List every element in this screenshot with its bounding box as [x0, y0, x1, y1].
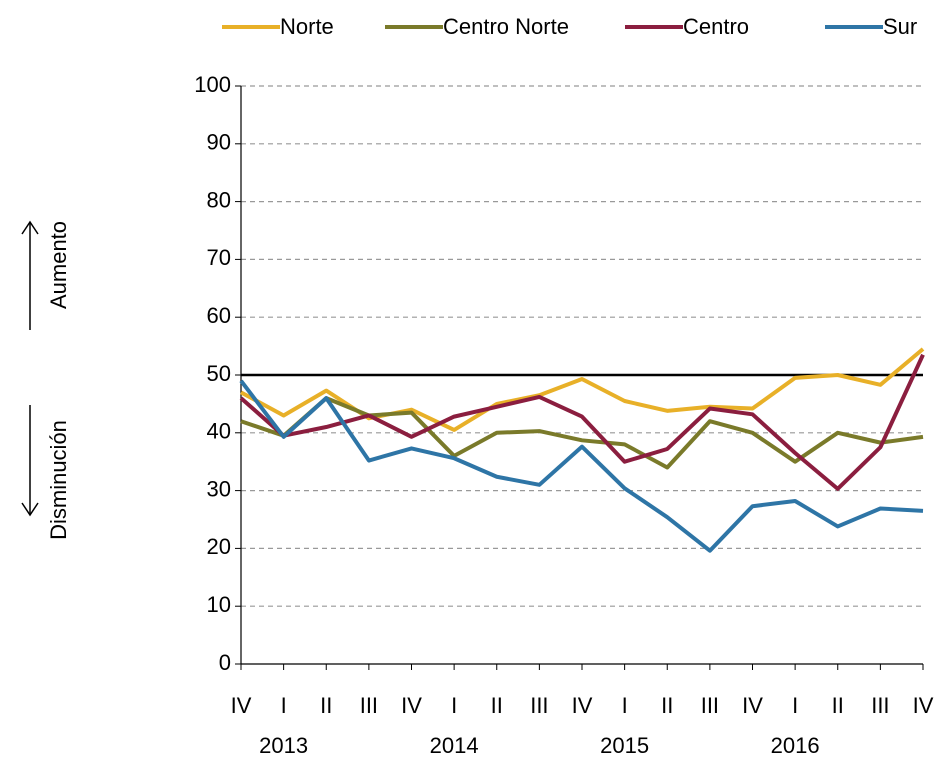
x-tick-label: I: [792, 693, 798, 718]
x-tick-label: IV: [742, 693, 763, 718]
x-tick-label: I: [281, 693, 287, 718]
annotation-down: [21, 405, 39, 517]
x-tick-label: II: [320, 693, 332, 718]
y-tick-label: 60: [207, 303, 231, 328]
x-tick-label: II: [661, 693, 673, 718]
y-tick-label: 20: [207, 534, 231, 559]
y-tick-label: 10: [207, 592, 231, 617]
series-line: [239, 379, 924, 553]
x-tick-label: II: [491, 693, 503, 718]
x-tick-label: I: [451, 693, 457, 718]
series-line: [239, 353, 925, 491]
year-label: 2015: [600, 733, 649, 758]
x-tick-label: IV: [401, 693, 422, 718]
y-tick-label: 50: [207, 361, 231, 386]
annotation: Aumento: [46, 221, 71, 309]
x-tick-label: III: [530, 693, 548, 718]
year-label: 2013: [259, 733, 308, 758]
year-label: 2014: [430, 733, 479, 758]
x-tick-label: I: [622, 693, 628, 718]
y-tick-label: 30: [207, 476, 231, 501]
x-tick-label: IV: [913, 693, 934, 718]
y-tick-label: 70: [207, 245, 231, 270]
x-tick-label: II: [832, 693, 844, 718]
x-tick-label: III: [360, 693, 378, 718]
y-tick-label: 90: [207, 130, 231, 155]
x-tick-label: IV: [231, 693, 252, 718]
annotation-up: [21, 220, 39, 330]
x-tick-label: III: [701, 693, 719, 718]
legend-label: Centro Norte: [443, 14, 569, 39]
legend-label: Norte: [280, 14, 334, 39]
legend-label: Centro: [683, 14, 749, 39]
x-tick-label: III: [871, 693, 889, 718]
year-label: 2016: [771, 733, 820, 758]
x-tick-label: IV: [572, 693, 593, 718]
y-tick-label: 80: [207, 187, 231, 212]
series-line: [240, 396, 924, 470]
annotation: Disminución: [46, 420, 71, 540]
y-tick-label: 0: [219, 650, 231, 675]
legend-label: Sur: [883, 14, 917, 39]
y-tick-label: 40: [207, 419, 231, 444]
y-tick-label: 100: [194, 72, 231, 97]
